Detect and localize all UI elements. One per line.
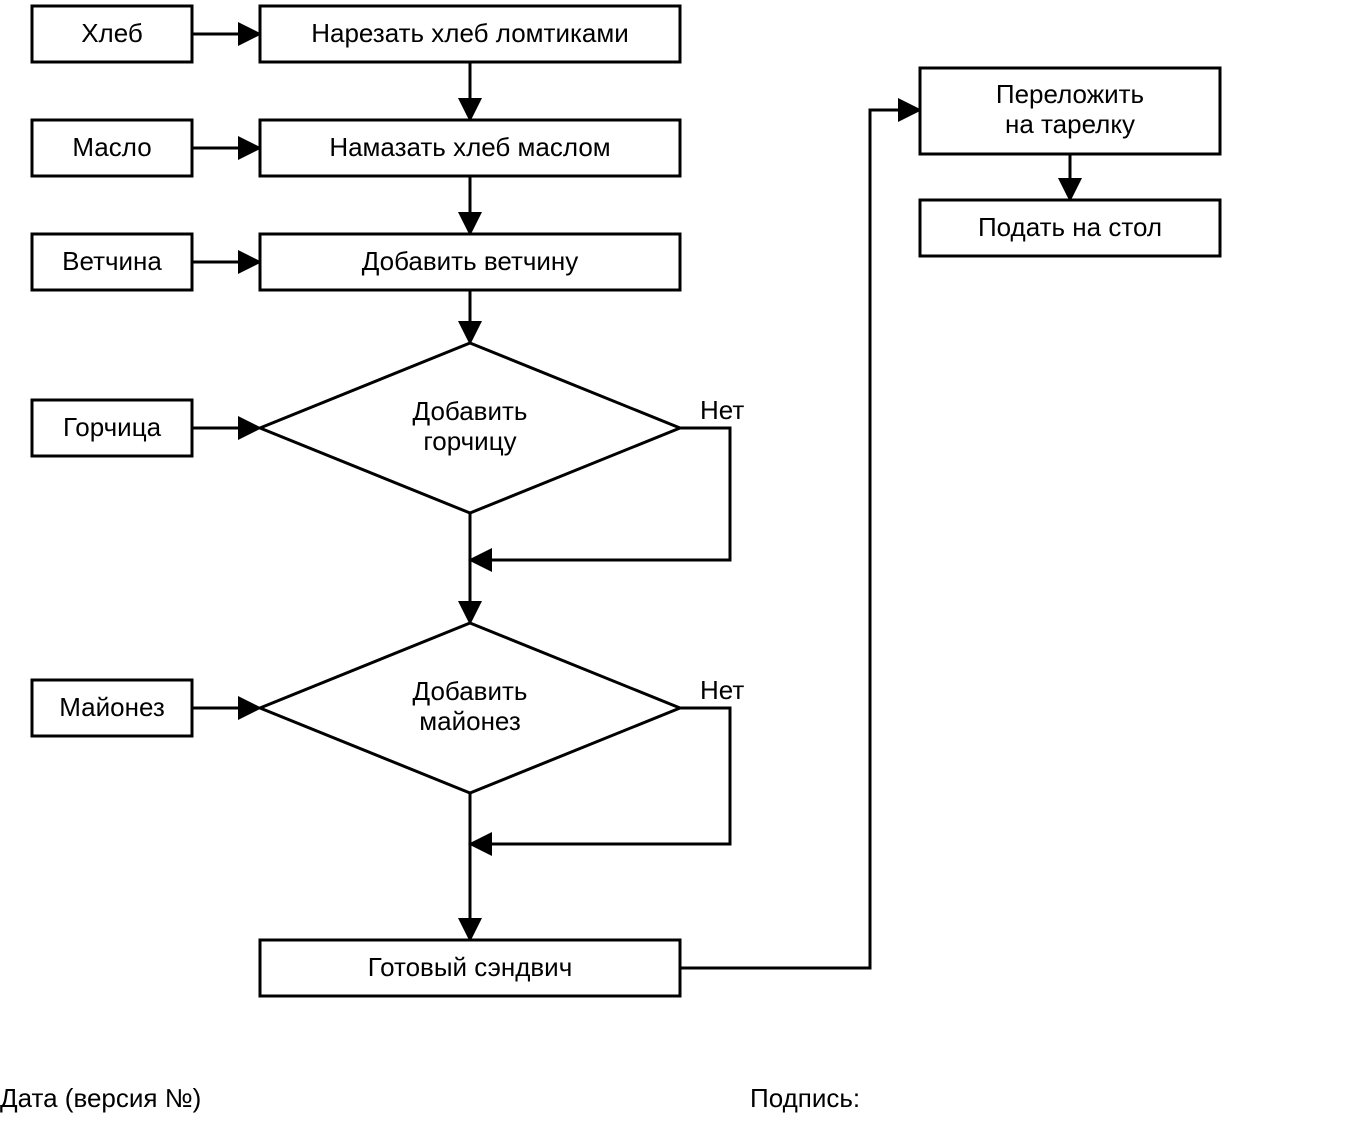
node-text-dec_mayo: майонез <box>419 706 521 736</box>
node-mayo: Майонез <box>32 680 192 736</box>
node-step_sandwich: Готовый сэндвич <box>260 940 680 996</box>
node-text-mustard: Горчица <box>63 412 162 442</box>
node-text-bread: Хлеб <box>81 18 143 48</box>
node-mustard: Горчица <box>32 400 192 456</box>
node-text-step_plate: на тарелку <box>1005 109 1135 139</box>
node-text-step_sandwich: Готовый сэндвич <box>368 952 573 982</box>
flowchart-canvas: Нет Нет Хлеб Масло Ветчина Горчица Майонез Нар… <box>0 0 1356 1148</box>
node-text-step_serve: Подать на стол <box>978 212 1162 242</box>
node-text-mayo: Майонез <box>59 692 165 722</box>
node-step_ham: Добавить ветчину <box>260 234 680 290</box>
node-step_serve: Подать на стол <box>920 200 1220 256</box>
node-bread: Хлеб <box>32 6 192 62</box>
node-text-dec_mustard: горчицу <box>423 426 516 456</box>
edge-label-e_dec2_no: Нет <box>700 675 744 705</box>
node-butter: Масло <box>32 120 192 176</box>
node-text-step_ham: Добавить ветчину <box>362 246 579 276</box>
node-step_slice: Нарезать хлеб ломтиками <box>260 6 680 62</box>
node-text-dec_mayo: Добавить <box>413 676 528 706</box>
node-text-dec_mustard: Добавить <box>413 396 528 426</box>
node-text-step_slice: Нарезать хлеб ломтиками <box>311 18 629 48</box>
node-text-butter: Масло <box>72 132 151 162</box>
node-ham: Ветчина <box>32 234 192 290</box>
edge-label-e_dec1_no: Нет <box>700 395 744 425</box>
node-text-ham: Ветчина <box>62 246 162 276</box>
node-dec_mustard: Добавитьгорчицу <box>260 343 680 513</box>
node-step_butter: Намазать хлеб маслом <box>260 120 680 176</box>
node-step_plate: Переложитьна тарелку <box>920 68 1220 154</box>
footer-right: Подпись: <box>750 1083 860 1113</box>
footer-left: Дата (версия №) <box>0 1083 201 1113</box>
node-dec_mayo: Добавитьмайонез <box>260 623 680 793</box>
edge-e_sandwich_plate <box>680 110 920 968</box>
node-text-step_butter: Намазать хлеб маслом <box>329 132 610 162</box>
node-text-step_plate: Переложить <box>996 79 1144 109</box>
